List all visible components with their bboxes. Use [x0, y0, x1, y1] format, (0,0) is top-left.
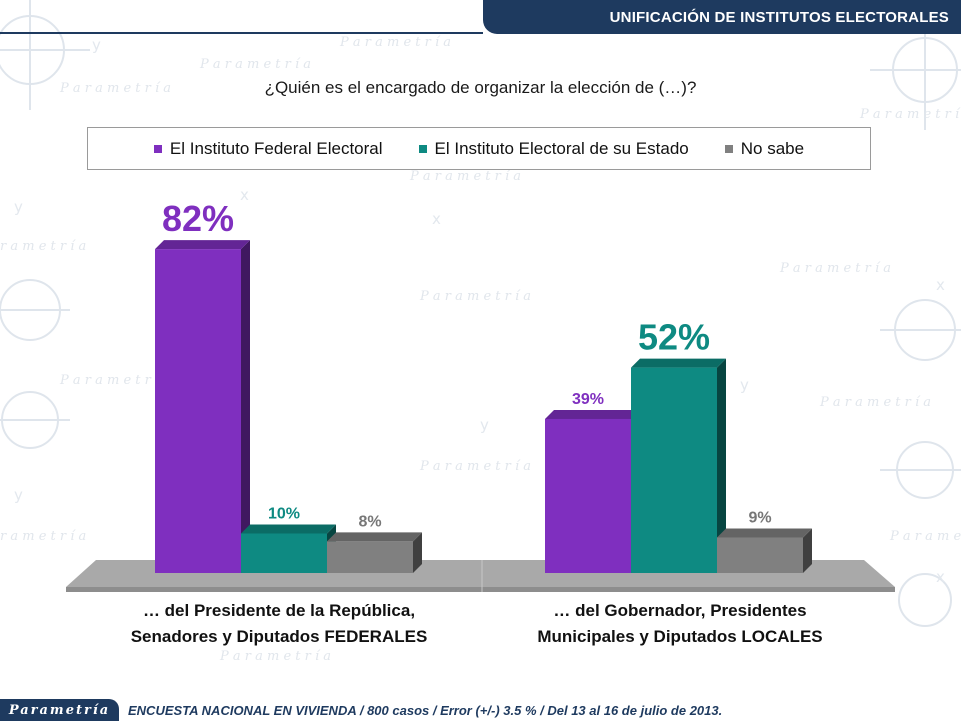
chart-legend: El Instituto Federal Electoral El Instit… [87, 127, 871, 170]
svg-text:P a r a m e t r í a: P a r a m e t r í a [819, 395, 931, 410]
chart-floor-front [66, 587, 895, 592]
svg-text:P a r a m e t r í a: P a r a m e t r í a [339, 35, 451, 50]
footer: Parametría ENCUESTA NACIONAL EN VIVIENDA… [0, 699, 961, 721]
data-label-1-3: 8% [358, 513, 381, 530]
header-rule [0, 32, 483, 34]
survey-question: ¿Quién es el encargado de organizar la e… [264, 78, 697, 97]
legend-swatch-ife [153, 144, 162, 153]
svg-text:P a r a m e t r í a: P a r a m e t r í a [59, 373, 171, 388]
svg-text:P a r a m e t r í a: P a r a m e t r í a [59, 81, 171, 96]
legend-label-no-sabe: No sabe [740, 138, 805, 158]
bar-side-2-3 [803, 528, 812, 573]
category-label-locales-line2: Municipales y Diputados LOCALES [537, 627, 823, 646]
data-label-2-1: 39% [572, 391, 604, 408]
bar-top-1-1 [155, 240, 250, 250]
bar-side-1-1 [241, 240, 250, 573]
bar-1-2 [241, 533, 327, 573]
legend-item-estado: El Instituto Electoral de su Estado [418, 138, 689, 159]
svg-text:P a r a m e t r í a: P a r a m e t r í a [219, 649, 331, 664]
bar-top-2-1 [545, 409, 640, 419]
legend-item-no-sabe: No sabe [724, 138, 805, 159]
legend-swatch-no-sabe [724, 144, 733, 153]
legend-swatch-estado [418, 144, 427, 153]
svg-text:y: y [14, 198, 23, 216]
bar-top-1-3 [327, 532, 422, 542]
data-label-1-2: 10% [268, 506, 300, 523]
svg-text:P a r a m e t r í a: P a r a m e t r í a [199, 57, 311, 72]
bar-1-3 [327, 541, 413, 573]
header-bar: UNIFICACIÓN DE INSTITUTOS ELECTORALES [483, 0, 961, 34]
category-label-locales: … del Gobernador, Presidentes Municipale… [490, 598, 870, 650]
svg-text:r a m e t r í a: r a m e t r í a [0, 239, 86, 254]
svg-text:y: y [92, 36, 101, 54]
bar-2-1 [545, 418, 631, 573]
svg-text:x: x [240, 186, 249, 204]
header-title: UNIFICACIÓN DE INSTITUTOS ELECTORALES [609, 8, 949, 26]
svg-text:x: x [432, 210, 441, 228]
category-label-locales-line1: … del Gobernador, Presidentes [553, 601, 807, 620]
svg-text:y: y [740, 376, 749, 394]
svg-text:P a r a m e t r í a: P a r a m e t r í a [779, 261, 891, 276]
svg-text:y: y [14, 486, 23, 504]
parametria-logo: Parametría [0, 699, 119, 721]
svg-text:x: x [936, 276, 945, 294]
survey-methodology-note: ENCUESTA NACIONAL EN VIVIENDA / 800 caso… [128, 702, 723, 718]
category-label-federales-line2: Senadores y Diputados FEDERALES [130, 627, 428, 646]
legend-label-ife: El Instituto Federal Electoral [169, 138, 383, 158]
svg-text:P a r a m e t r í a: P a r a m e t r í a [419, 289, 531, 304]
data-label-2-3: 9% [748, 509, 771, 526]
svg-text:P a r a m e t r í a: P a r a m e t r í a [409, 169, 521, 184]
bar-1-1 [155, 249, 241, 573]
bar-top-1-2 [241, 524, 336, 534]
bar-side-1-3 [413, 532, 422, 573]
bar-side-2-2 [717, 358, 726, 573]
category-label-federales-line1: … del Presidente de la República, [142, 601, 416, 620]
svg-text:P a r a m e t r í a: P a r a m e t r í a [859, 107, 961, 122]
legend-item-ife: El Instituto Federal Electoral [153, 138, 383, 159]
svg-text:P a r a m e t r í a: P a r a m e t r í a [419, 459, 531, 474]
svg-text:y: y [480, 416, 489, 434]
category-label-federales: … del Presidente de la República, Senado… [89, 598, 469, 650]
svg-text:P a r a m e t r í a: P a r a m e t r í a [889, 529, 961, 544]
bar-top-2-2 [631, 358, 726, 368]
data-label-1-1: 82% [162, 198, 234, 239]
bar-top-2-3 [717, 528, 812, 538]
svg-text:x: x [936, 568, 945, 586]
data-label-2-2: 52% [638, 317, 710, 358]
legend-label-estado: El Instituto Electoral de su Estado [434, 138, 689, 158]
bar-2-2 [631, 367, 717, 573]
bar-2-3 [717, 537, 803, 573]
svg-text:r a m e t r í a: r a m e t r í a [0, 529, 86, 544]
